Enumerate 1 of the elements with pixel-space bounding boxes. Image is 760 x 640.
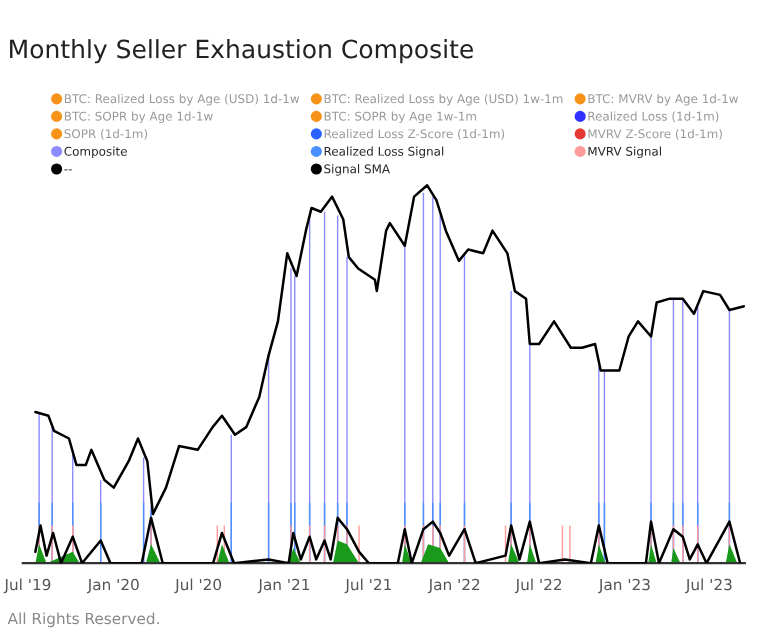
chart-title: Monthly Seller Exhaustion Composite (10, 39, 473, 64)
